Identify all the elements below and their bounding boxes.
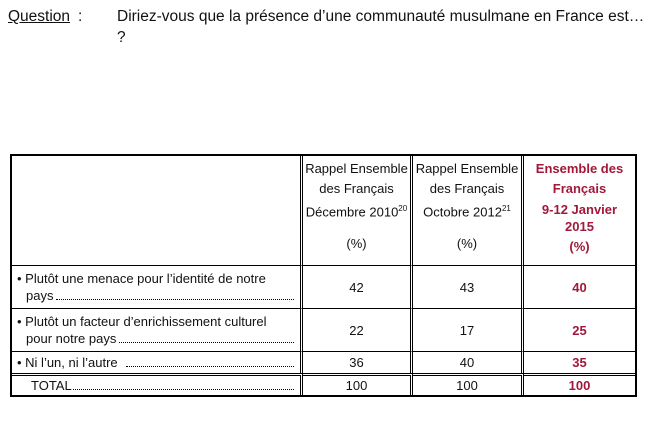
- footnote-ref: 20: [398, 204, 408, 213]
- header-line: Français: [552, 181, 607, 196]
- question-text: Diriez-vous que la présence d’une commun…: [117, 8, 645, 46]
- header-col-oct-2012: Rappel Ensemble des Français Octobre 201…: [413, 156, 524, 265]
- header-empty-cell: [12, 156, 303, 265]
- total-label: TOTAL: [31, 378, 72, 393]
- header-line: Ensemble des: [535, 161, 624, 176]
- value-cell: 17: [413, 308, 524, 351]
- value-cell: 40: [413, 351, 524, 373]
- header-date-text: Octobre 2012: [423, 204, 502, 220]
- header-unit: (%): [569, 239, 590, 254]
- question-colon: :: [78, 8, 83, 25]
- value-cell: 42: [303, 265, 413, 308]
- value-cell: 22: [303, 308, 413, 351]
- leader-dots: [125, 365, 294, 367]
- survey-table: Rappel Ensemble des Français Décembre 20…: [10, 154, 637, 397]
- table-header-row: Rappel Ensemble des Français Décembre 20…: [12, 156, 635, 265]
- header-line: Rappel Ensemble: [305, 161, 408, 176]
- table-row: • Ni l’un, ni l’autre 36 40 35: [12, 351, 635, 373]
- value-cell-highlight: 40: [524, 265, 635, 308]
- header-date: Décembre 201020: [303, 199, 410, 222]
- value-cell-highlight: 25: [524, 308, 635, 351]
- header-unit: (%): [346, 236, 367, 252]
- question-label: Question: [8, 8, 71, 25]
- table-total-row: TOTAL 100 100 100: [12, 373, 635, 395]
- total-label-cell: TOTAL: [12, 373, 303, 395]
- header-line: des Français: [319, 181, 394, 196]
- table-row: • Plutôt une menace pour l’identité de n…: [12, 265, 635, 308]
- row-label-cell: • Plutôt un facteur d’enrichissement cul…: [12, 308, 303, 351]
- header-line: des Français: [429, 181, 505, 196]
- row-label-cell: • Plutôt une menace pour l’identité de n…: [12, 265, 303, 308]
- leader-dots: [56, 298, 294, 300]
- value-cell: 36: [303, 351, 413, 373]
- leader-dots: [119, 341, 294, 343]
- row-label-line: pour notre pays: [26, 331, 117, 346]
- header-unit: (%): [456, 236, 478, 252]
- total-value-cell: 100: [413, 373, 524, 395]
- row-label-cell: • Ni l’un, ni l’autre: [12, 351, 303, 373]
- header-date-text: Décembre 2010: [305, 204, 399, 220]
- row-label-line: pays: [26, 288, 54, 303]
- header-line: Rappel Ensemble: [415, 161, 519, 176]
- footnote-ref: 21: [501, 204, 511, 213]
- row-label-line: • Plutôt une menace pour l’identité de n…: [17, 271, 266, 286]
- header-col-jan-2015: Ensemble des Français 9-12 Janvier 2015 …: [524, 156, 635, 265]
- total-value-cell-highlight: 100: [524, 373, 635, 395]
- row-label-line: • Plutôt un facteur d’enrichissement cul…: [17, 314, 267, 329]
- row-label-line: • Ni l’un, ni l’autre: [17, 355, 118, 370]
- leader-dots: [72, 388, 294, 390]
- header-col-dec-2010: Rappel Ensemble des Français Décembre 20…: [303, 156, 413, 265]
- header-date: 9-12 Janvier 2015: [541, 202, 618, 234]
- value-cell: 43: [413, 265, 524, 308]
- table-row: • Plutôt un facteur d’enrichissement cul…: [12, 308, 635, 351]
- value-cell-highlight: 35: [524, 351, 635, 373]
- header-date: Octobre 201221: [413, 199, 521, 222]
- total-value-cell: 100: [303, 373, 413, 395]
